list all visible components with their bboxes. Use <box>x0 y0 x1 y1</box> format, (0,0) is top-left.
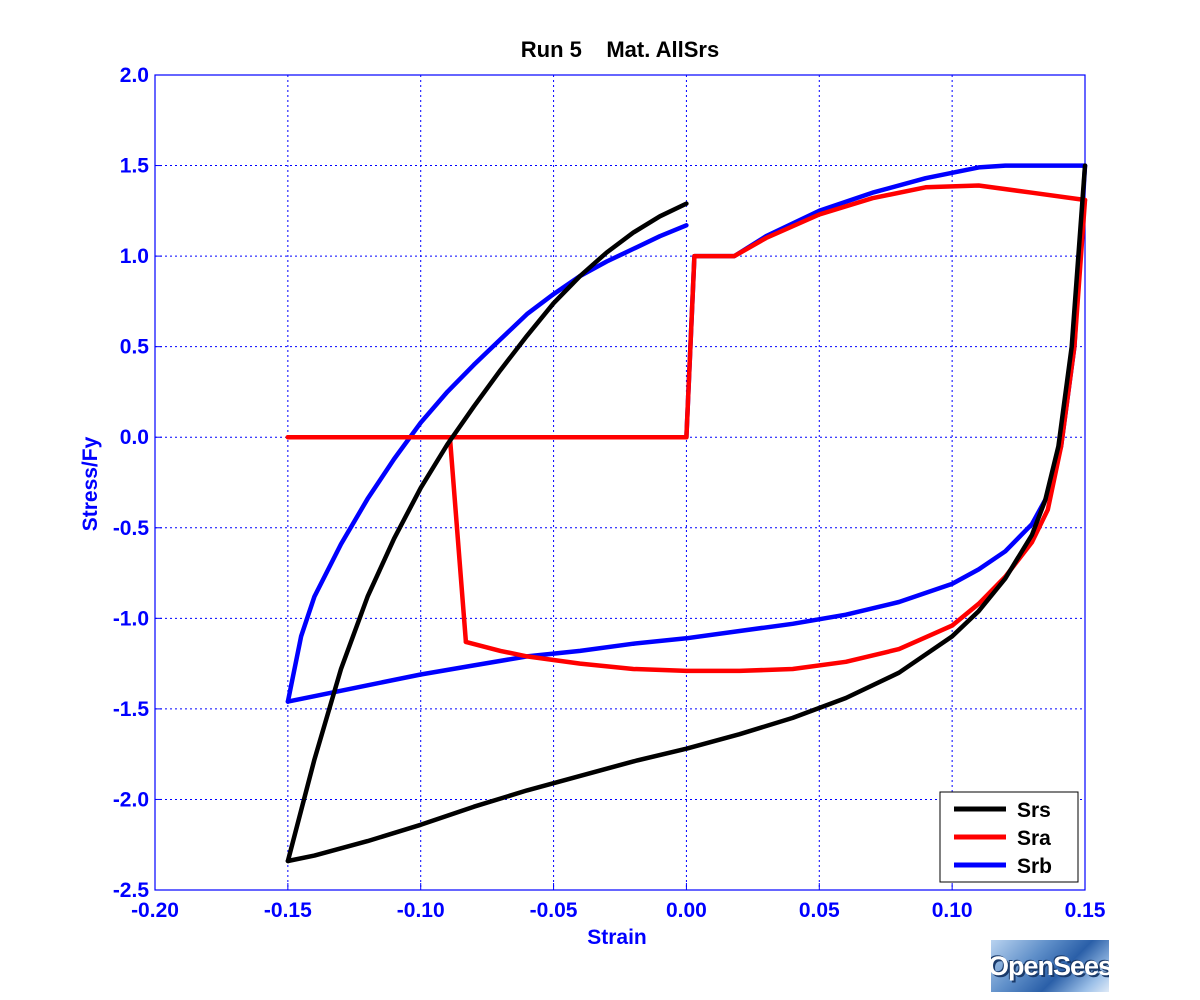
x-tick-label: -0.05 <box>530 899 578 922</box>
series-line-sra <box>463 197 1088 674</box>
x-tick-label: -0.15 <box>264 899 312 922</box>
y-tick-label: -0.5 <box>113 517 150 540</box>
y-axis-label: Stress/Fy <box>79 436 102 531</box>
series-line-srs <box>285 201 689 864</box>
series-line-srb <box>684 163 1088 440</box>
y-tick-label: 1.5 <box>120 155 150 178</box>
x-tick-label: -0.20 <box>131 899 179 922</box>
y-tick-label: -1.5 <box>113 698 150 721</box>
logo-text: OpenSees <box>991 950 1109 981</box>
legend-label: Srs <box>1017 799 1051 822</box>
opensees-logo: OpenSees <box>991 940 1109 992</box>
x-axis-label: Strain <box>587 926 647 949</box>
x-tick-label: -0.10 <box>397 899 445 922</box>
plot-frame <box>154 74 1086 891</box>
y-tick-label: -2.5 <box>113 879 150 902</box>
chart-title: Run 5 Mat. AllSrs <box>521 37 719 62</box>
series-line-srs <box>285 163 1088 864</box>
series-sra <box>285 183 1088 674</box>
series-line-sra <box>447 434 469 645</box>
y-tick-label: 0.5 <box>120 336 150 359</box>
y-tick-label: -2.0 <box>113 788 149 811</box>
x-tick-label: 0.10 <box>932 899 973 922</box>
y-tick-label: 1.0 <box>120 245 149 268</box>
x-axis-ticks: -0.20 -0.15 -0.10 -0.05 0.00 0.05 0.10 0.15 <box>131 883 1106 922</box>
y-tick-label: 0.0 <box>120 426 149 449</box>
series-lines <box>285 163 1088 864</box>
x-tick-label: 0.05 <box>799 899 840 922</box>
y-tick-label: 2.0 <box>120 64 149 87</box>
y-tick-label: -1.0 <box>113 607 149 630</box>
x-tick-label: 0.15 <box>1065 899 1106 922</box>
legend: Srs Sra Srb <box>939 791 1079 883</box>
y-axis-ticks: 2.0 1.5 1.0 0.5 0.0 -0.5 -1.0 -1.5 -2.0 -2.5 <box>113 64 162 902</box>
legend-label: Srb <box>1017 855 1052 878</box>
grid <box>155 75 1085 890</box>
series-srs <box>285 163 1088 864</box>
x-tick-label: 0.00 <box>666 899 707 922</box>
legend-label: Sra <box>1017 827 1051 850</box>
series-line-sra <box>684 183 1088 440</box>
series-line-srb <box>285 223 689 704</box>
